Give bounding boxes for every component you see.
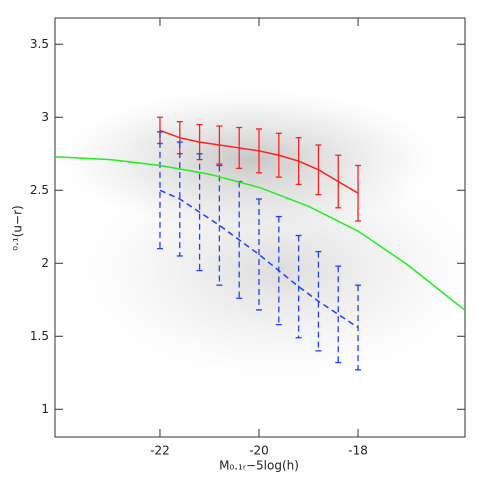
- y-tick-label: 3.5: [30, 37, 49, 51]
- y-tick-label: 3: [41, 110, 49, 124]
- y-tick-label: 1.5: [30, 329, 49, 343]
- x-tick-label: -20: [249, 444, 269, 458]
- y-axis-label: ⁰·¹(u−r): [11, 205, 25, 250]
- y-tick-label: 2: [41, 256, 49, 270]
- y-tick-label: 2.5: [30, 183, 49, 197]
- x-axis-label: M₀.₁ᵣ−5log(h): [219, 459, 299, 473]
- series-line: [159, 189, 359, 329]
- background-cloud: [80, 160, 480, 380]
- x-tick-label: -22: [150, 444, 170, 458]
- x-tick-label: -18: [348, 444, 368, 458]
- plot-frame: [54, 17, 466, 438]
- y-tick-label: 1: [41, 402, 49, 416]
- series-line: [54, 155, 466, 311]
